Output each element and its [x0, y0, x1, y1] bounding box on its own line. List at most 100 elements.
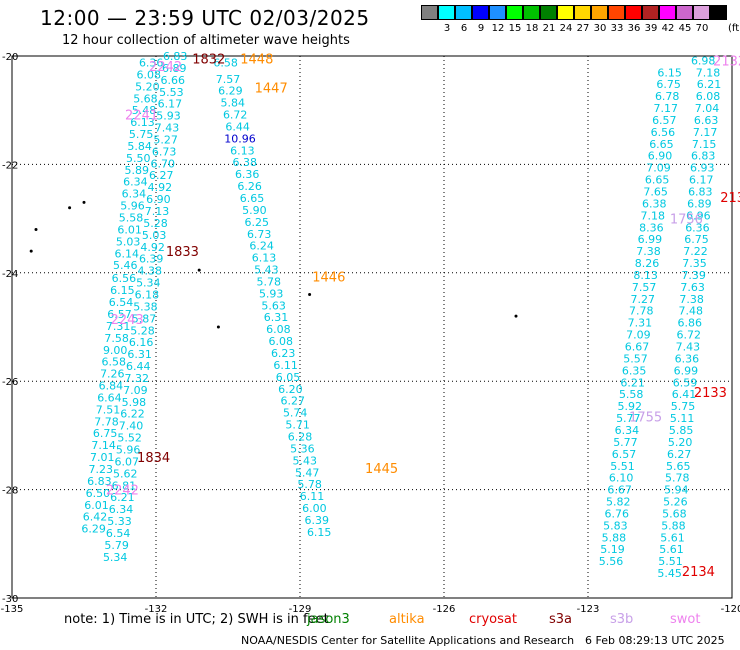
wave-height-value: 7.43	[676, 341, 701, 354]
y-tick-label: -22	[2, 160, 18, 171]
wave-height-value: 6.17	[689, 174, 714, 187]
wave-height-value: 6.57	[612, 448, 637, 461]
wave-height-value: 6.00	[302, 502, 327, 515]
wave-height-value: 6.13	[230, 144, 255, 157]
wave-height-value: 5.62	[113, 467, 138, 480]
colorbar-swatch	[523, 5, 540, 20]
credit-line: NOAA/NESDIS Center for Satellite Applica…	[241, 634, 575, 647]
wave-height-value: 7.17	[693, 126, 718, 139]
pass-time-label: 1445	[365, 462, 398, 477]
y-tick-label: -20	[2, 52, 18, 63]
wave-height-value: 6.28	[288, 430, 313, 443]
colorbar-swatch	[693, 5, 710, 20]
wave-height-value: 6.08	[266, 323, 291, 336]
y-tick-label: -26	[2, 377, 18, 388]
wave-height-value: 6.56	[651, 126, 676, 139]
wave-height-value: 5.78	[297, 478, 322, 491]
wave-height-value: 6.76	[605, 507, 630, 520]
wave-height-value: 5.58	[119, 212, 144, 225]
wave-height-value: 7.18	[696, 66, 721, 79]
wave-height-value: 7.43	[155, 122, 180, 135]
pass-time-label: 2132	[713, 54, 740, 69]
wave-height-value: 6.36	[675, 352, 700, 365]
wave-height-value: 7.09	[646, 162, 671, 175]
wave-height-value: 6.73	[152, 145, 177, 158]
wave-height-value: 5.85	[669, 424, 694, 437]
wave-height-value: 6.75	[656, 78, 681, 91]
wave-height-value: 6.39	[305, 514, 330, 527]
wave-height-value: 7.09	[123, 384, 148, 397]
wave-height-value: 6.90	[648, 150, 673, 163]
wave-height-value: 7.78	[94, 415, 119, 428]
pass-time-label: 2133	[720, 191, 740, 206]
wave-height-value: 6.54	[106, 527, 131, 540]
wave-height-value: 6.72	[677, 329, 702, 342]
wave-height-value: 6.65	[649, 138, 674, 151]
colorbar-swatch	[557, 5, 574, 20]
island-dot	[197, 268, 201, 272]
wave-height-value: 7.65	[643, 186, 668, 199]
wave-height-value: 7.35	[682, 257, 707, 270]
wave-height-value: 7.27	[630, 293, 655, 306]
wave-height-value: 5.82	[606, 496, 631, 509]
wave-height-value: 5.51	[658, 555, 683, 568]
wave-height-value: 6.36	[139, 57, 164, 70]
wave-height-value: 6.67	[607, 484, 632, 497]
wave-height-value: 7.17	[654, 102, 679, 115]
wave-height-value: 6.64	[97, 391, 122, 404]
wave-height-value: 5.77	[613, 436, 638, 449]
wave-height-value: 7.31	[628, 317, 653, 330]
legend-cryosat: cryosat	[469, 612, 517, 627]
wave-height-value: 5.68	[662, 507, 687, 520]
wave-height-value: 6.27	[149, 169, 174, 182]
colorbar-label: 33	[610, 23, 624, 34]
wave-height-value: 6.01	[117, 223, 142, 236]
x-tick-label: -126	[433, 604, 456, 615]
wave-height-value: 6.41	[672, 388, 697, 401]
wave-height-value: 5.78	[665, 472, 690, 485]
wave-height-value: 5.74	[283, 407, 308, 420]
wave-height-value: 6.05	[276, 371, 301, 384]
wave-height-value: 4.92	[140, 241, 165, 254]
pass-time-label: 1448	[240, 53, 273, 68]
wave-height-value: 6.39	[139, 253, 164, 266]
wave-height-value: 8.36	[639, 221, 664, 234]
wave-height-value: 7.32	[125, 372, 150, 385]
wave-height-value: 6.08	[269, 335, 294, 348]
wave-height-value: 7.23	[89, 463, 114, 476]
wave-height-value: 6.84	[99, 380, 124, 393]
colorbar-swatch	[591, 5, 608, 20]
wave-height-value: 5.03	[116, 235, 141, 248]
wave-height-value: 5.51	[610, 460, 635, 473]
wave-height-value: 7.63	[680, 281, 705, 294]
pass-time-label: 2242	[149, 60, 182, 75]
wave-height-value: 6.34	[109, 503, 134, 516]
colorbar-unit: (ft)	[728, 23, 740, 34]
island-dot	[82, 200, 86, 204]
wave-height-value: 6.54	[109, 296, 134, 309]
wave-height-value: 6.25	[245, 216, 270, 229]
colorbar-swatch	[506, 5, 523, 20]
wave-height-value: 5.50	[126, 152, 151, 165]
page-subtitle: 12 hour collection of altimeter wave hei…	[62, 33, 350, 48]
wave-height-value: 6.34	[123, 176, 148, 189]
wave-height-value: 5.56	[599, 555, 624, 568]
x-tick-label: -132	[145, 604, 168, 615]
wave-height-value: 5.93	[156, 110, 181, 123]
legend-swot: swot	[670, 612, 701, 627]
colorbar-label: 6	[460, 23, 468, 34]
wave-height-value: 6.72	[223, 109, 248, 122]
colorbar-swatch	[659, 5, 676, 20]
pass-time-label: 1447	[255, 81, 288, 96]
wave-height-value: 6.38	[233, 156, 258, 169]
wave-height-value: 5.45	[657, 567, 682, 580]
wave-height-value: 6.26	[237, 180, 262, 193]
wave-height-value: 7.48	[678, 305, 703, 318]
wave-height-value: 8.26	[635, 257, 660, 270]
wave-height-value: 5.75	[129, 128, 154, 141]
pass-time-label: 2243	[111, 313, 144, 328]
wave-height-value: 6.90	[146, 193, 171, 206]
colorbar-label: 39	[644, 23, 658, 34]
colorbar-swatch	[540, 5, 557, 20]
wave-height-value: 5.84	[221, 97, 246, 110]
